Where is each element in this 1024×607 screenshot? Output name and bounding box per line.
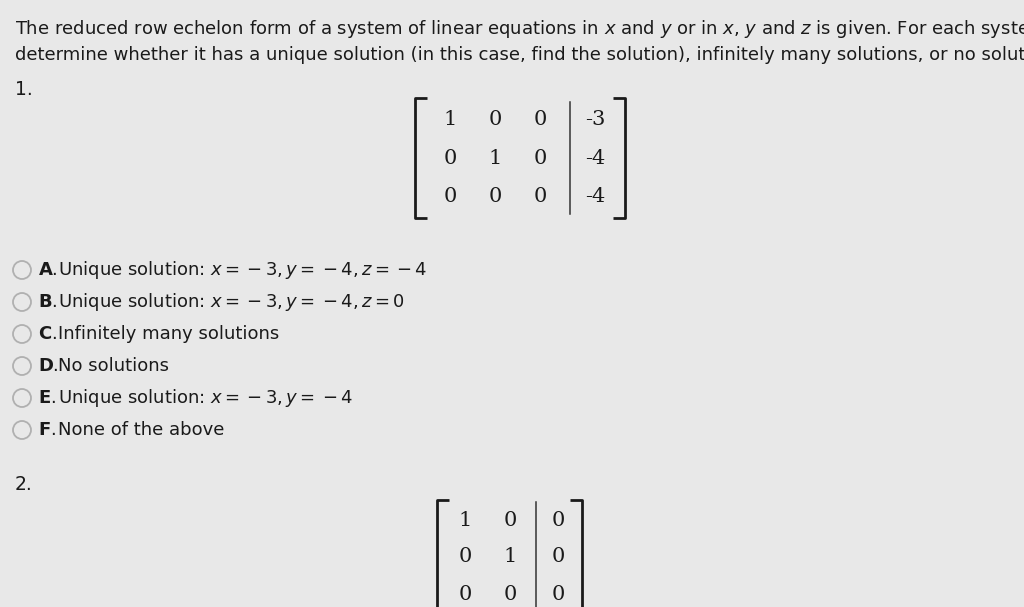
Text: Unique solution: $x = -3, y = -4$: Unique solution: $x = -3, y = -4$ bbox=[58, 387, 353, 409]
Text: $\mathbf{D}$.: $\mathbf{D}$. bbox=[38, 357, 58, 375]
Text: 1: 1 bbox=[459, 510, 472, 529]
Text: 0: 0 bbox=[551, 548, 564, 566]
Text: -3: -3 bbox=[585, 110, 605, 129]
Text: 0: 0 bbox=[443, 149, 457, 168]
Text: 2.: 2. bbox=[15, 475, 33, 494]
Text: 0: 0 bbox=[504, 585, 517, 603]
Text: $\mathbf{B}$.: $\mathbf{B}$. bbox=[38, 293, 57, 311]
Text: determine whether it has a unique solution (in this case, find the solution), in: determine whether it has a unique soluti… bbox=[15, 46, 1024, 64]
Text: No solutions: No solutions bbox=[58, 357, 169, 375]
Text: 0: 0 bbox=[488, 186, 502, 206]
Text: 0: 0 bbox=[534, 186, 547, 206]
Text: 1: 1 bbox=[488, 149, 502, 168]
Text: The reduced row echelon form of a system of linear equations in $x$ and $y$ or i: The reduced row echelon form of a system… bbox=[15, 18, 1024, 40]
Text: 1.: 1. bbox=[15, 80, 33, 99]
Text: 0: 0 bbox=[534, 110, 547, 129]
Text: 0: 0 bbox=[551, 510, 564, 529]
Text: 0: 0 bbox=[488, 110, 502, 129]
Text: Unique solution: $x = -3, y = -4, z = 0$: Unique solution: $x = -3, y = -4, z = 0$ bbox=[58, 291, 404, 313]
Text: -4: -4 bbox=[585, 186, 605, 206]
Text: Unique solution: $x = -3, y = -4, z = -4$: Unique solution: $x = -3, y = -4, z = -4… bbox=[58, 259, 427, 281]
Text: $\mathbf{A}$.: $\mathbf{A}$. bbox=[38, 261, 57, 279]
Text: $\mathbf{F}$.: $\mathbf{F}$. bbox=[38, 421, 56, 439]
Text: -4: -4 bbox=[585, 149, 605, 168]
Text: 0: 0 bbox=[551, 585, 564, 603]
Text: 0: 0 bbox=[459, 548, 472, 566]
Text: 0: 0 bbox=[504, 510, 517, 529]
Text: 0: 0 bbox=[459, 585, 472, 603]
Text: 1: 1 bbox=[504, 548, 517, 566]
Text: 0: 0 bbox=[443, 186, 457, 206]
Text: $\mathbf{E}$.: $\mathbf{E}$. bbox=[38, 389, 56, 407]
Text: Infinitely many solutions: Infinitely many solutions bbox=[58, 325, 280, 343]
Text: $\mathbf{C}$.: $\mathbf{C}$. bbox=[38, 325, 57, 343]
Text: None of the above: None of the above bbox=[58, 421, 224, 439]
Text: 1: 1 bbox=[443, 110, 457, 129]
Text: 0: 0 bbox=[534, 149, 547, 168]
